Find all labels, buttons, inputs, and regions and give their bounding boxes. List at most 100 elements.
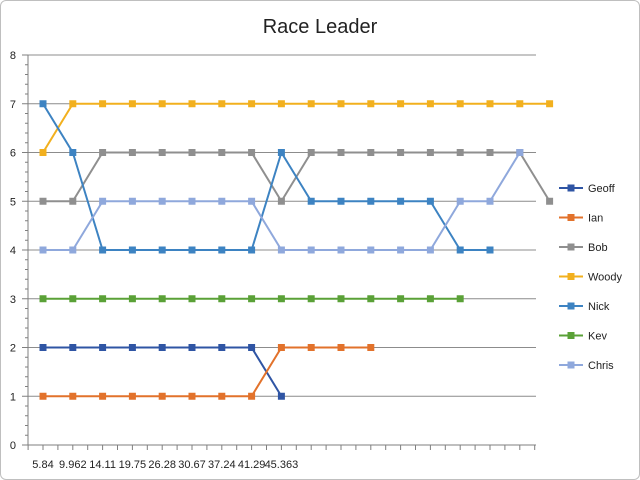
data-point [69,246,77,254]
series-line-woody [42,102,550,154]
data-point [426,100,434,108]
series-line-nick [42,103,490,251]
data-point [128,295,136,303]
data-point [456,100,464,108]
data-point [337,344,345,351]
data-point [128,149,136,156]
data-point [248,197,256,205]
data-point [456,246,464,254]
data-point [248,392,256,400]
data-point [307,246,315,254]
data-point [158,295,166,303]
data-point [69,149,77,156]
legend-swatch-marker [567,361,575,369]
legend-item-geoff: Geoff [559,183,616,195]
series-layer [39,100,554,400]
data-point [188,100,196,108]
data-point [486,197,494,205]
legend-swatch-marker [567,243,575,251]
legend-label: Bob [588,242,608,254]
data-point [546,197,554,205]
data-point [128,197,136,205]
data-point [158,392,166,400]
data-point [188,149,196,156]
legend: Geoff Ian Bob Woody Nick Kev Chris [559,183,623,372]
data-point [277,100,285,108]
data-point [158,100,166,108]
legend-label: Geoff [588,183,616,195]
data-point [99,392,107,400]
legend-swatch-marker [567,214,575,221]
series-chris [39,149,524,254]
legend-item-woody: Woody [559,272,623,284]
data-point [426,246,434,254]
data-point [69,197,77,205]
x-tick-label: 45.363 [265,459,299,471]
data-point [158,197,166,205]
data-point [39,246,47,254]
data-point [218,197,226,205]
data-point [39,392,47,400]
legend-label: Woody [588,272,623,284]
data-point [277,344,285,351]
data-point [218,149,226,156]
y-tick-label: 7 [10,99,16,111]
y-tick-label: 1 [10,391,16,403]
data-point [307,295,315,303]
data-point [337,149,345,156]
x-tick-label: 37.24 [208,459,236,471]
legend-label: Kev [588,331,607,343]
data-point [337,197,345,205]
y-tick-label: 0 [10,440,16,452]
data-point [39,197,47,205]
data-point [367,246,375,254]
y-tick-label: 8 [10,50,16,62]
data-point [456,197,464,205]
data-point [367,149,375,156]
data-point [218,295,226,303]
data-point [218,344,226,351]
data-point [99,246,107,254]
x-tick-label: 14.11 [89,459,116,471]
data-point [128,246,136,254]
data-point [307,344,315,351]
data-point [426,197,434,205]
data-point [277,246,285,254]
series-nick [39,100,494,254]
legend-item-bob: Bob [559,242,608,254]
data-point [69,344,77,351]
data-point [188,246,196,254]
data-point [128,392,136,400]
y-tick-label: 2 [10,343,16,355]
data-point [307,100,315,108]
legend-item-nick: Nick [559,301,610,313]
data-point [486,246,494,254]
data-point [218,100,226,108]
data-point [248,100,256,108]
data-point [218,246,226,254]
data-point [188,392,196,400]
chart-title: Race Leader [263,16,378,38]
data-point [158,149,166,156]
x-tick-label: 9.962 [59,459,87,471]
data-point [397,246,405,254]
data-point [69,392,77,400]
data-point [397,149,405,156]
legend-item-kev: Kev [559,331,607,343]
data-point [128,100,136,108]
data-point [248,344,256,351]
legend-swatch-marker [567,273,575,280]
data-point [307,149,315,156]
x-tick-label: 5.84 [32,459,53,471]
data-point [337,100,345,108]
y-tick-label: 5 [10,196,16,208]
series-ian [39,344,375,400]
y-tick-label: 4 [10,245,16,257]
data-point [99,100,107,108]
data-point [158,246,166,254]
series-woody [39,100,554,156]
data-point [248,295,256,303]
data-point [397,197,405,205]
